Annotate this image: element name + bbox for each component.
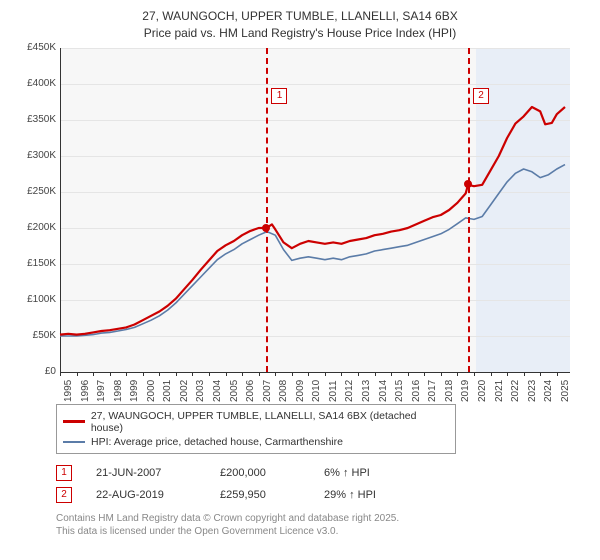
x-tick-label: 2023 (527, 379, 538, 401)
x-tick-label: 2021 (494, 379, 505, 401)
x-tick-label: 2016 (411, 379, 422, 401)
x-tick-label: 2015 (394, 379, 405, 401)
x-tick-label: 2010 (311, 379, 322, 401)
x-tick-label: 2013 (361, 379, 372, 401)
annotation-marker-1: 1 (56, 465, 72, 481)
chart-plot-area: £0£50K£100K£150K£200K£250K£300K£350K£400… (16, 48, 576, 398)
footer-line1: Contains HM Land Registry data © Crown c… (56, 512, 588, 525)
x-tick-label: 1997 (96, 379, 107, 401)
legend-row-property: 27, WAUNGOCH, UPPER TUMBLE, LLANELLI, SA… (63, 409, 449, 435)
x-tick-label: 2014 (378, 379, 389, 401)
x-tick-label: 2012 (344, 379, 355, 401)
legend-swatch-property (63, 420, 85, 423)
x-tick-label: 2003 (195, 379, 206, 401)
legend-label-property: 27, WAUNGOCH, UPPER TUMBLE, LLANELLI, SA… (91, 410, 449, 434)
x-tick-label: 2025 (560, 379, 571, 401)
legend-label-hpi: HPI: Average price, detached house, Carm… (91, 436, 343, 448)
x-tick-label: 2022 (510, 379, 521, 401)
annotation-marker-1: 1 (271, 88, 287, 104)
x-tick-label: 2004 (212, 379, 223, 401)
x-tick-label: 2009 (295, 379, 306, 401)
chart-container: 27, WAUNGOCH, UPPER TUMBLE, LLANELLI, SA… (0, 0, 600, 560)
x-tick-label: 1996 (80, 379, 91, 401)
annotation-price: £200,000 (220, 467, 300, 479)
annotation-date: 22-AUG-2019 (96, 489, 196, 501)
x-tick-label: 1995 (63, 379, 74, 401)
x-tick-label: 1999 (129, 379, 140, 401)
annotation-date: 21-JUN-2007 (96, 467, 196, 479)
legend-row-hpi: HPI: Average price, detached house, Carm… (63, 435, 449, 449)
table-row: 2 22-AUG-2019 £259,950 29% ↑ HPI (56, 484, 588, 506)
x-tick-label: 2002 (179, 379, 190, 401)
x-tick-label: 2006 (245, 379, 256, 401)
x-tick-label: 2017 (427, 379, 438, 401)
annotation-pct: 29% ↑ HPI (324, 489, 414, 501)
annotation-pct: 6% ↑ HPI (324, 467, 414, 479)
x-tick-label: 2007 (262, 379, 273, 401)
annotation-marker-2: 2 (473, 88, 489, 104)
x-tick-label: 2011 (328, 380, 339, 402)
x-tick-label: 2018 (444, 379, 455, 401)
annotation-table: 1 21-JUN-2007 £200,000 6% ↑ HPI 2 22-AUG… (56, 462, 588, 506)
table-row: 1 21-JUN-2007 £200,000 6% ↑ HPI (56, 462, 588, 484)
x-tick-label: 2001 (162, 379, 173, 401)
x-tick-label: 2005 (229, 379, 240, 401)
legend: 27, WAUNGOCH, UPPER TUMBLE, LLANELLI, SA… (56, 404, 456, 454)
title-address: 27, WAUNGOCH, UPPER TUMBLE, LLANELLI, SA… (12, 8, 588, 25)
legend-swatch-hpi (63, 441, 85, 443)
annotation-marker-2: 2 (56, 487, 72, 503)
annotation-price: £259,950 (220, 489, 300, 501)
x-tick-label: 2020 (477, 379, 488, 401)
footer-line2: This data is licensed under the Open Gov… (56, 525, 588, 538)
x-tick-label: 2008 (278, 379, 289, 401)
x-tick-label: 2019 (460, 379, 471, 401)
x-tick-label: 2000 (146, 379, 157, 401)
x-tick-label: 1998 (113, 379, 124, 401)
footer-attribution: Contains HM Land Registry data © Crown c… (56, 512, 588, 538)
title-subtitle: Price paid vs. HM Land Registry's House … (12, 25, 588, 42)
x-tick-label: 2024 (543, 379, 554, 401)
chart-title: 27, WAUNGOCH, UPPER TUMBLE, LLANELLI, SA… (12, 8, 588, 42)
